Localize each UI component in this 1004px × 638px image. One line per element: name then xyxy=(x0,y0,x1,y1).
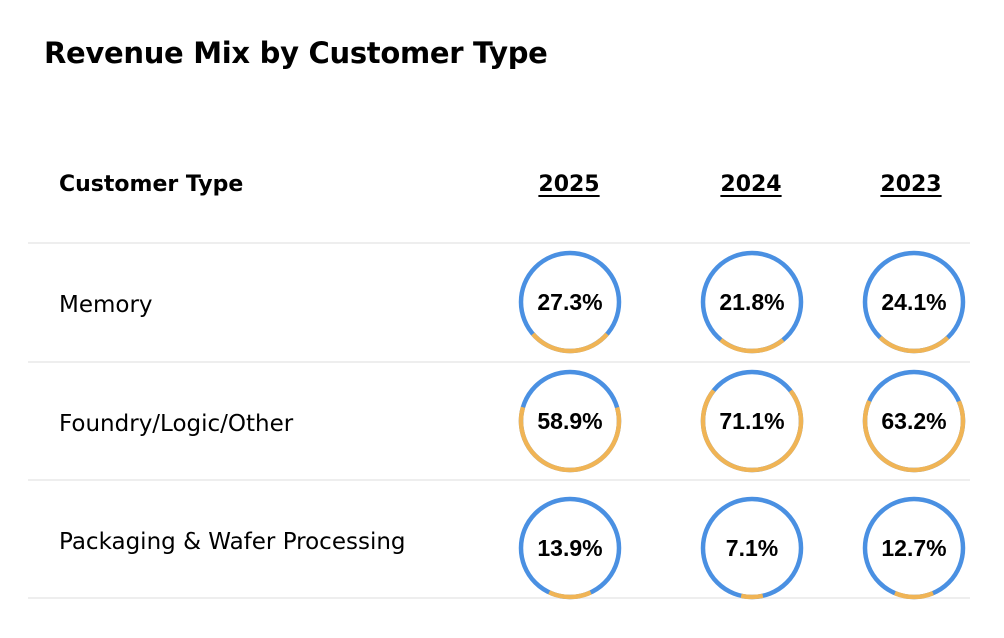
donut-2025-row-1: 27.3% xyxy=(518,250,622,354)
donut-value-label: 71.1% xyxy=(719,408,784,434)
donut-share-arc xyxy=(518,496,622,600)
donut-2023-row-1: 24.1% xyxy=(862,250,966,354)
donut-2024-row-1: 21.8% xyxy=(700,250,804,354)
donut-share-arc xyxy=(700,496,804,600)
donut-2025-row-3: 13.9% xyxy=(518,496,622,600)
donut-value-label: 58.9% xyxy=(537,408,602,434)
row-divider xyxy=(28,361,970,363)
donut-value-label: 63.2% xyxy=(881,408,946,434)
row-label-memory: Memory xyxy=(59,292,153,318)
donut-2023-row-3: 12.7% xyxy=(862,496,966,600)
donut-value-label: 24.1% xyxy=(881,289,946,315)
chart-title: Revenue Mix by Customer Type xyxy=(44,36,548,70)
row-divider xyxy=(28,242,970,244)
row-divider xyxy=(28,597,970,599)
donut-value-label: 27.3% xyxy=(537,289,602,315)
donut-share-arc xyxy=(862,369,966,473)
donut-value-label: 13.9% xyxy=(537,535,602,561)
row-label-packaging-wafer-processing: Packaging & Wafer Processing xyxy=(59,529,406,555)
donut-share-arc xyxy=(700,250,804,354)
donut-value-label: 7.1% xyxy=(726,535,778,561)
column-header-year-2023: 2023 xyxy=(880,172,942,197)
donut-2024-row-3: 7.1% xyxy=(700,496,804,600)
donut-2024-row-2: 71.1% xyxy=(700,369,804,473)
donut-2023-row-2: 63.2% xyxy=(862,369,966,473)
row-label-foundry-logic-other: Foundry/Logic/Other xyxy=(59,411,294,437)
donut-share-arc xyxy=(518,250,622,354)
donut-share-arc xyxy=(518,369,622,473)
column-header-year-2025: 2025 xyxy=(538,172,600,197)
donut-value-label: 12.7% xyxy=(881,535,946,561)
row-divider xyxy=(28,479,970,481)
donut-share-arc xyxy=(862,250,966,354)
column-header-year-2024: 2024 xyxy=(720,172,782,197)
donut-share-arc xyxy=(700,369,804,473)
column-header-customer-type: Customer Type xyxy=(59,172,244,197)
donut-value-label: 21.8% xyxy=(719,289,784,315)
donut-2025-row-2: 58.9% xyxy=(518,369,622,473)
